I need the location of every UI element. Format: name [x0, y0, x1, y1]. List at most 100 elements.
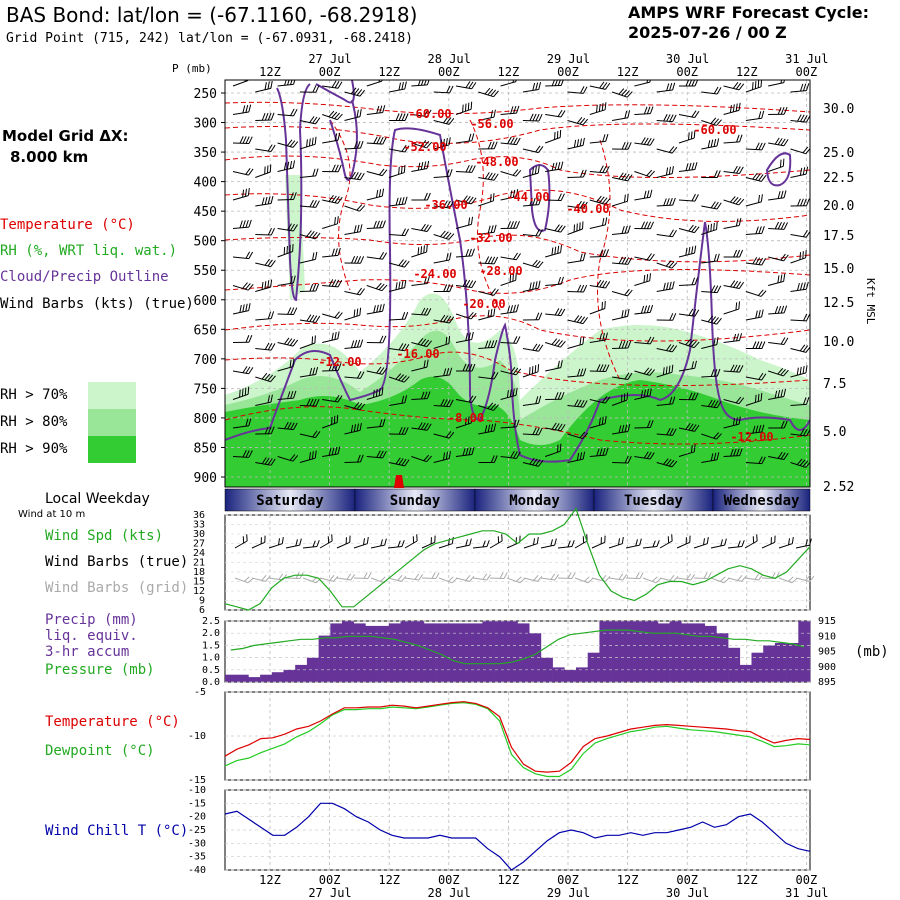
wind-barb: [701, 399, 722, 409]
wind-chill-line: [224, 802, 811, 871]
wind-barb-grid: [489, 572, 508, 579]
wind-speed-tick: 12: [193, 586, 205, 597]
wind-barb: [745, 341, 766, 349]
wind-barb-true: [302, 540, 320, 549]
hour-tick-label: 12Z: [259, 65, 281, 79]
weekday-label: Wednesday: [724, 493, 800, 509]
precip-bar: [435, 623, 448, 682]
wind-barb-true: [370, 538, 387, 549]
wind-speed-tick: 24: [193, 548, 205, 559]
wind-barb: [277, 108, 298, 117]
precip-bar: [447, 623, 460, 682]
wind-barb: [723, 82, 745, 91]
wind-barb: [433, 169, 453, 178]
wind-barb-grid: [778, 576, 798, 584]
wind-barb: [388, 259, 410, 268]
wind-barb: [277, 390, 297, 400]
wind-barb: [612, 110, 631, 121]
pressure-tick-label: 650: [194, 323, 217, 338]
wind-barb: [745, 309, 764, 321]
wind-chill-tick: -20: [188, 812, 206, 823]
wind-barb: [456, 363, 476, 372]
wind-barb: [478, 371, 499, 380]
precip-bar: [342, 621, 354, 682]
wind-barb: [255, 394, 273, 406]
legend-temperature-2m: Temperature (°C): [45, 714, 180, 730]
wind-barb: [656, 146, 678, 154]
temperature-label: -60.00: [408, 107, 451, 121]
wind-barb: [478, 308, 496, 321]
precip-bar: [774, 643, 787, 682]
wind-barb: [656, 260, 678, 269]
wind-barb: [299, 136, 317, 150]
wind-barb: [455, 101, 473, 115]
temp-tick: -15: [188, 775, 206, 786]
wind-barb: [255, 112, 275, 121]
pressure-tick-label: 500: [194, 235, 217, 250]
wind-barb: [455, 164, 476, 173]
wind-barb: [701, 337, 719, 349]
wind-barb: [478, 172, 499, 181]
wind-barb: [388, 457, 410, 467]
wind-barb: [589, 279, 611, 289]
wind-barb: [299, 230, 321, 240]
top-time-ticks: 27 Jul 28 Jul 29 Jul 30 Jul 31 Jul 12Z 00Z 12Z 0…: [259, 52, 828, 79]
wind-barb: [656, 166, 674, 178]
precip-bar: [283, 669, 296, 682]
wind-barb: [567, 368, 587, 378]
wind-barb: [389, 395, 408, 406]
wind-barb-true: [523, 536, 539, 549]
wind-barb: [522, 145, 544, 154]
weekday-label: Tuesday: [624, 493, 684, 509]
temp-tick: -10: [188, 731, 206, 742]
wind-barb: [411, 276, 430, 286]
precip-tick: 1.5: [202, 640, 220, 651]
wind-barb: [768, 221, 788, 230]
wind-barb-grid: [438, 576, 458, 584]
temperature-label: -12.00: [318, 355, 361, 369]
wind-barb: [433, 398, 454, 408]
wind-barb: [589, 102, 607, 115]
wind-barb: [678, 422, 700, 432]
temperature-contour: [225, 234, 810, 263]
temperature-label: -8.00: [448, 411, 484, 425]
wind-barb-grid: [608, 573, 628, 581]
wind-barb: [612, 372, 633, 380]
wind-barb: [701, 117, 722, 126]
wind-barb: [277, 139, 299, 148]
wind-barb: [589, 447, 609, 457]
precip-bar: [470, 623, 483, 682]
wind-barb-grid: [557, 572, 576, 579]
wind-barb: [500, 387, 518, 400]
wind-barb: [545, 224, 566, 233]
wind-speed-tick: 27: [193, 539, 205, 550]
precip-tick: 1.0: [202, 653, 220, 664]
wind-barb: [344, 287, 365, 296]
legend-rh80: RH > 80%: [0, 414, 68, 430]
wind-barb: [388, 164, 406, 178]
date-tick-label: 29 Jul: [547, 886, 590, 900]
wind-barb: [545, 109, 566, 118]
wind-barb: [322, 311, 343, 319]
wind-barb: [611, 88, 633, 98]
kft-tick-label: 12.5: [823, 296, 854, 311]
wind-barb: [433, 431, 455, 439]
temperature-label: -56.00: [470, 117, 513, 131]
wind-barb: [366, 252, 388, 260]
wind-barb: [745, 172, 767, 182]
wind-barb-true: [251, 535, 266, 549]
wind-barb: [500, 450, 521, 459]
legend-cloud-outline: Cloud/Precip Outline: [0, 269, 169, 285]
wind-barb: [389, 196, 408, 207]
wind-barb: [522, 165, 540, 178]
wind-barb: [411, 223, 432, 233]
wind-barb: [545, 276, 564, 286]
wind-barb: [277, 358, 295, 372]
precip-bar: [728, 647, 741, 682]
wind-barb: [277, 421, 298, 431]
wind-barb: [545, 422, 566, 432]
wind-barb: [389, 144, 410, 153]
precip-bar: [540, 657, 553, 682]
wind-barb: [790, 313, 810, 322]
precip-bar: [552, 667, 565, 682]
